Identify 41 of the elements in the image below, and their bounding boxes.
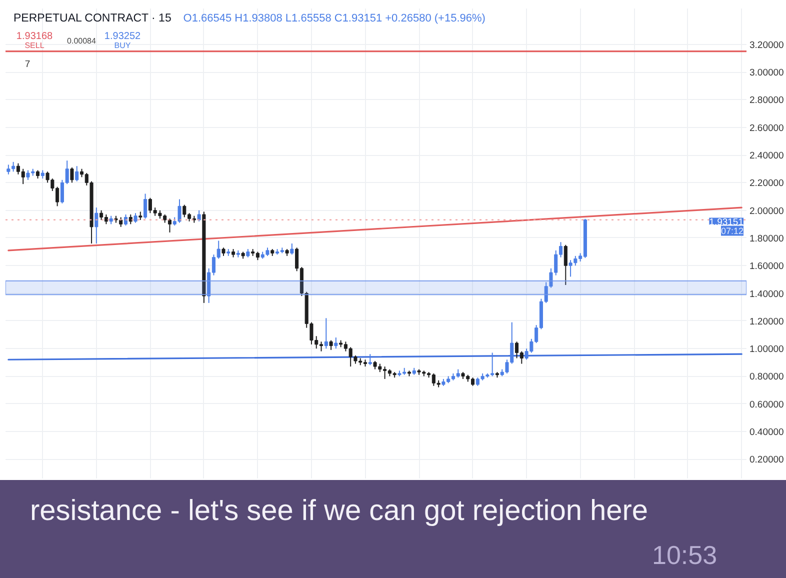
- candlestick: [334, 337, 338, 350]
- candlestick: [70, 166, 74, 184]
- y-tick-label: 1.60000: [750, 261, 784, 272]
- annotation: 1.93252: [104, 31, 142, 42]
- y-tick-label: 2.80000: [750, 95, 784, 106]
- y-tick-label: 0.60000: [750, 399, 784, 410]
- chart-title: PERPETUAL CONTRACT · 15: [14, 12, 172, 24]
- y-tick-label: 0.20000: [750, 454, 784, 466]
- candlestick: [290, 243, 294, 256]
- text: resistance - let's see if we can got rejection here: [30, 494, 648, 529]
- y-tick-label: 3.20000: [750, 40, 784, 51]
- text: 10:53: [652, 539, 718, 572]
- y-tick-label: 0.80000: [750, 372, 784, 383]
- annotation: 1.93168: [16, 31, 54, 42]
- chart-subtitle: O1.66545 H1.93808 L1.65558 C1.93151 +0.26580 (+15.96%): [183, 12, 486, 24]
- candlestick: [324, 318, 328, 350]
- candlestick: [368, 354, 372, 366]
- y-tick-label: 1.00000: [750, 344, 784, 356]
- candlestick: [75, 166, 79, 182]
- candlestick: [197, 210, 201, 222]
- candlestick: [94, 207, 98, 244]
- y-tick-label: 0.40000: [750, 427, 784, 438]
- y-tick-label: 2.40000: [750, 150, 784, 162]
- candlestick: [329, 340, 333, 350]
- candlestick: [134, 212, 138, 224]
- y-tick-label: 2.00000: [750, 206, 784, 217]
- annotation: 07:12: [720, 226, 744, 236]
- y-tick-label: 2.60000: [750, 122, 784, 134]
- y-tick-label: 1.80000: [750, 233, 784, 244]
- annotation: 7: [24, 59, 30, 70]
- candlestick: [144, 193, 148, 220]
- y-tick-label: 1.20000: [750, 316, 784, 328]
- annotation: 0.00084: [67, 36, 97, 46]
- y-tick-label: 2.20000: [750, 178, 784, 190]
- y-tick-label: 1.40000: [750, 288, 784, 300]
- y-tick-label: 3.00000: [750, 68, 784, 79]
- ref-line-label: 1.93151: [709, 216, 744, 228]
- annotation: BUY: [114, 41, 132, 50]
- annotation: SELL: [24, 41, 45, 50]
- candlestick: [564, 244, 568, 286]
- candlestick: [168, 218, 172, 233]
